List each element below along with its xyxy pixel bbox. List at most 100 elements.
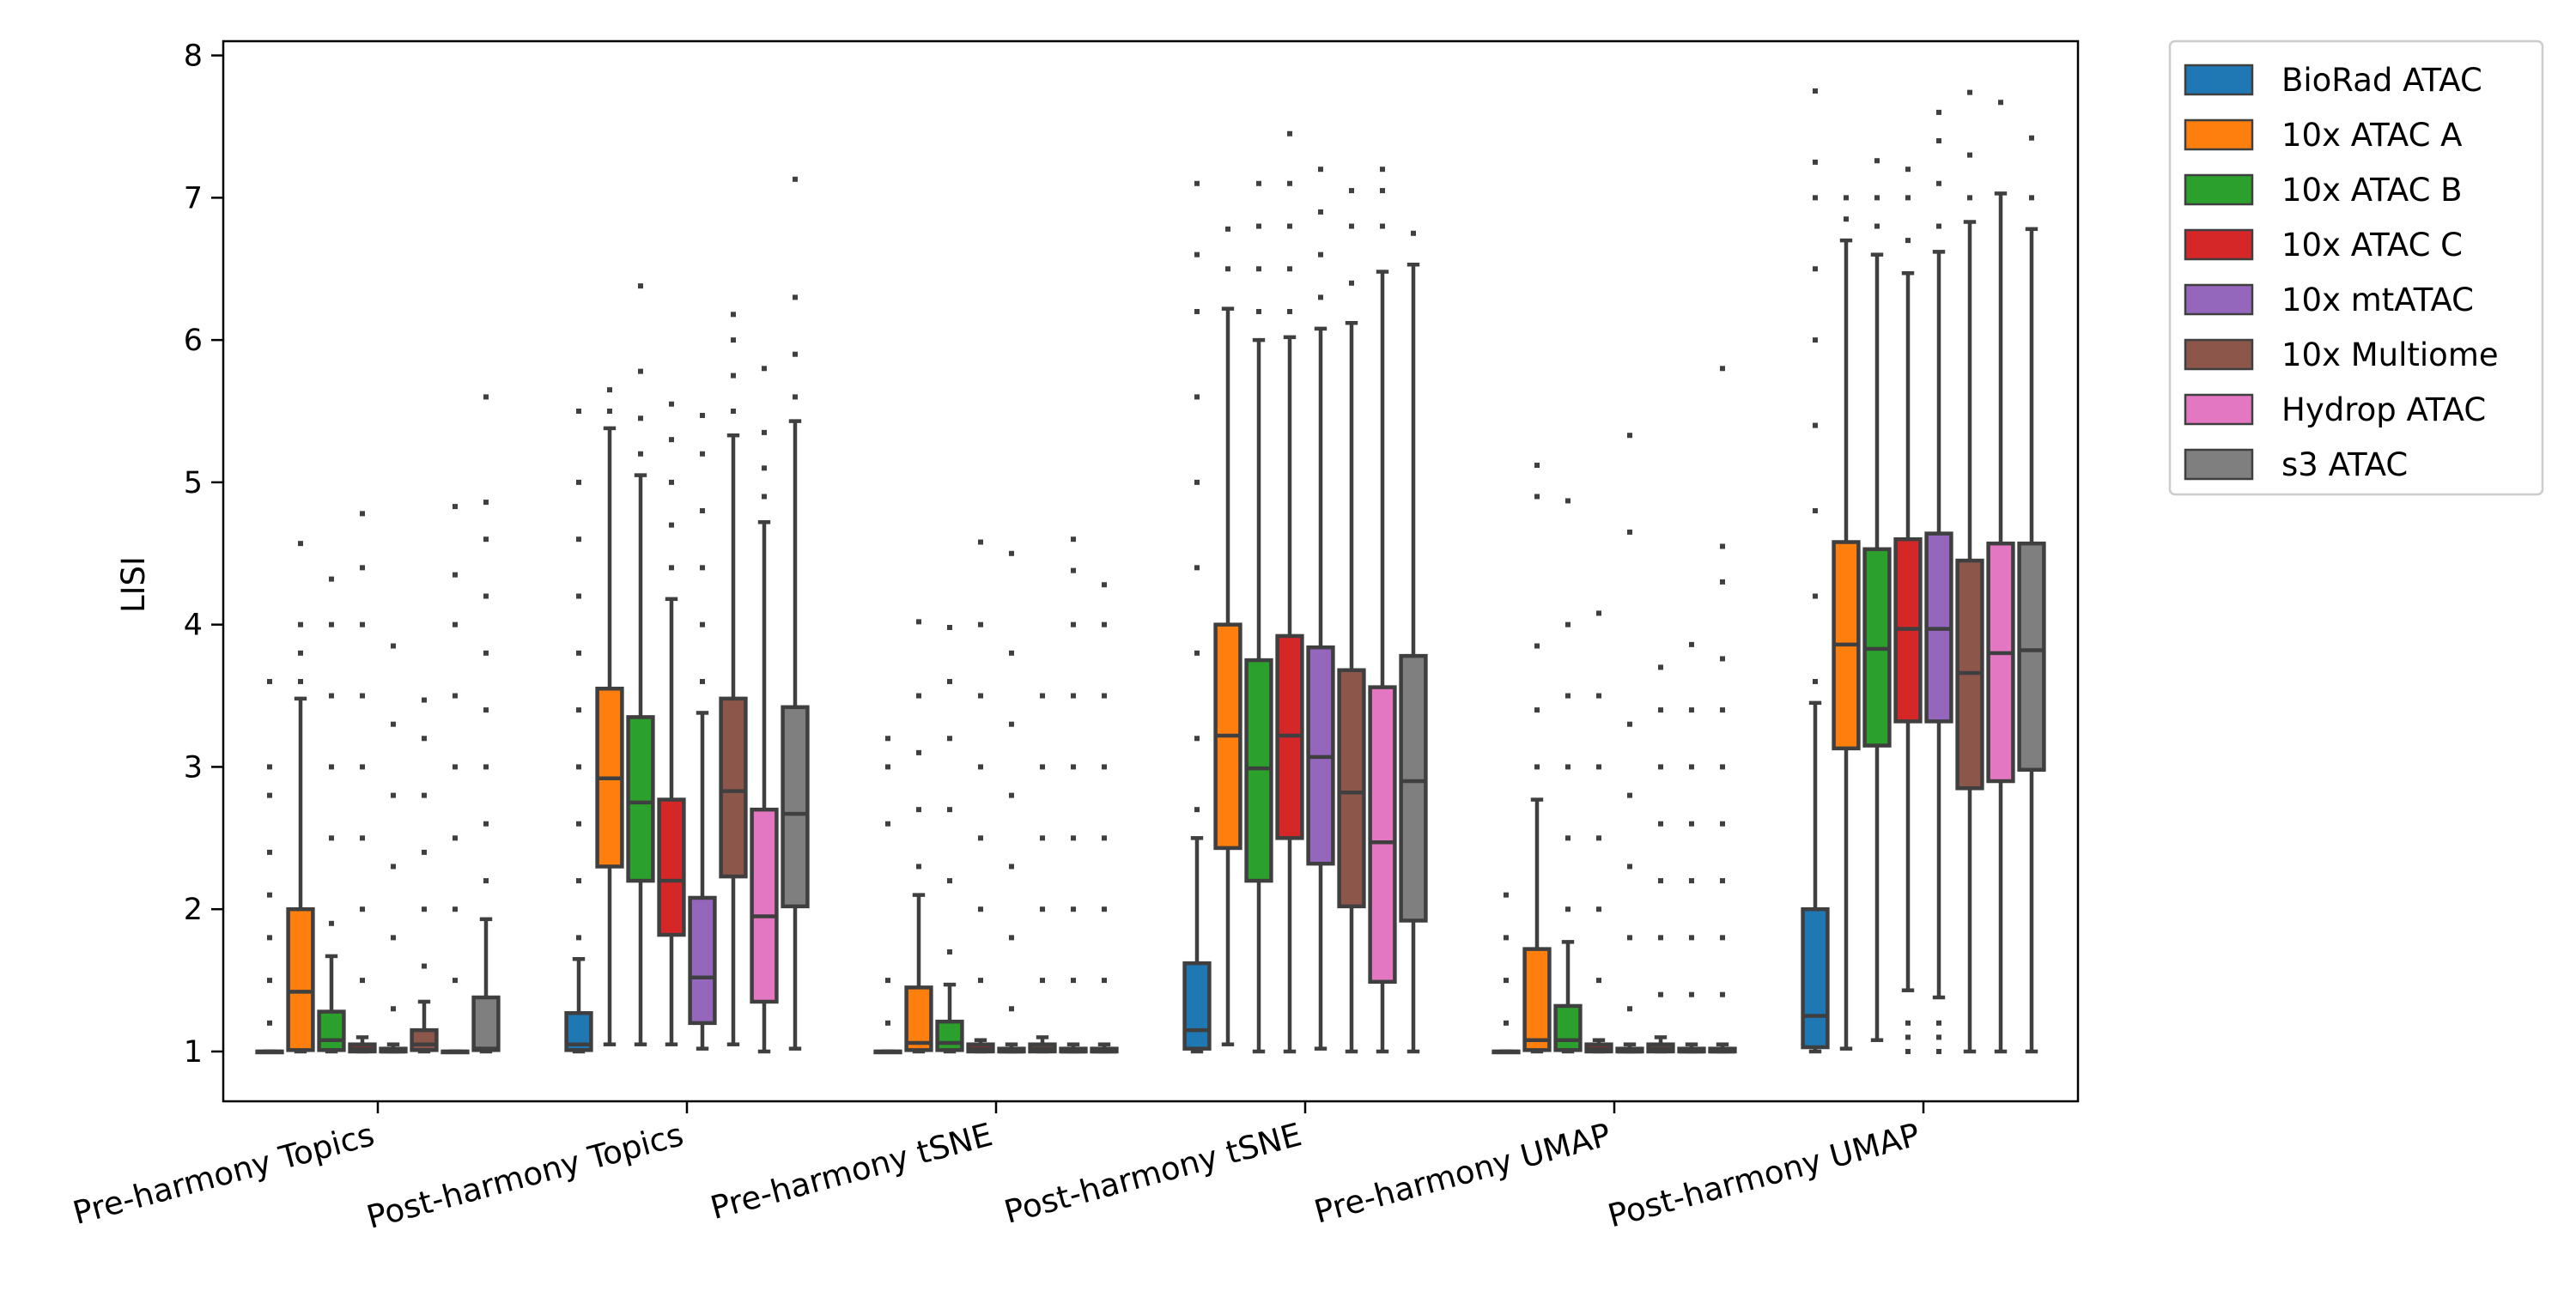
outlier-point [947,736,952,742]
outlier-point [1256,266,1261,272]
outlier-point [1565,693,1571,699]
outlier-point [2029,195,2034,201]
outlier-point [267,849,272,855]
outlier-point [1071,693,1076,699]
outlier-point [700,412,705,418]
legend-label: 10x ATAC C [2281,227,2463,264]
outlier-point [916,619,921,625]
box-group [348,511,377,1054]
x-tick-label: Pre-harmony Topics [70,1116,379,1232]
outlier-point [422,963,427,969]
outlier-point [1194,565,1200,571]
outlier-point [1071,835,1076,841]
box-group [1275,130,1304,1054]
outlier-point [422,697,427,703]
box [626,715,655,883]
outlier-point [576,650,581,656]
box-group [1368,167,1397,1054]
outlier-point [1565,906,1571,912]
outlier-point [1936,138,1941,144]
outlier-point [422,849,427,855]
outlier-point [483,536,489,542]
outlier-point [453,978,458,984]
outlier-point [638,415,643,421]
box-group [595,387,624,1046]
outlier-point [978,621,983,627]
legend: BioRad ATAC 10x ATAC A 10x ATAC B 10x ATAC … [2168,39,2544,496]
outlier-point [1287,223,1292,229]
outlier-point [916,807,921,813]
outlier-point [1009,1006,1014,1012]
outlier-point [391,1006,396,1012]
outlier-point [1720,543,1725,549]
outlier-point [1040,693,1045,699]
box-group [626,283,655,1046]
box-group [564,409,593,1054]
outlier-point [1720,366,1725,372]
outlier-point [576,878,581,884]
outlier-point [1071,567,1076,573]
legend-label: 10x ATAC B [2281,172,2463,209]
outlier-point [576,409,581,415]
box-group [1615,433,1644,1054]
outlier-point [1194,252,1200,258]
outlier-point [1040,906,1045,912]
outlier-point [1102,693,1107,699]
outlier-point [1905,167,1911,173]
outlier-point [978,906,983,912]
box [781,705,810,909]
outlier-point [1040,978,1045,984]
box-group [255,678,284,1055]
outlier-point [1256,223,1261,229]
outlier-point [1411,230,1416,236]
outlier-point [1287,130,1292,136]
outlier-point [1225,226,1230,232]
box [1553,1003,1583,1052]
outlier-point [669,522,674,528]
outlier-point [700,451,705,457]
box-group [1213,226,1242,1046]
outlier-point [1844,195,1849,201]
outlier-point [1627,935,1632,941]
outlier-point [483,500,489,506]
outlier-point [1225,266,1230,272]
legend-swatch [2184,338,2254,371]
legend-swatch [2184,448,2254,481]
box-group [1553,498,1583,1054]
outlier-point [483,650,489,656]
outlier-point [1256,308,1261,314]
outlier-point [576,821,581,827]
legend-swatch [2184,64,2254,96]
box [317,1009,346,1052]
outlier-point [1380,223,1385,229]
box [1986,541,2015,784]
outlier-point [1071,764,1076,770]
outlier-point [360,764,365,770]
box-group [1492,892,1521,1055]
outlier-point [1720,878,1725,884]
y-tick-label: 8 [184,39,203,74]
outlier-point [298,650,303,656]
box-group [1244,180,1273,1054]
outlier-point [1565,764,1571,770]
outlier-point [360,835,365,841]
outlier-point [1102,582,1107,588]
outlier-point [1318,294,1323,300]
outlier-point [1905,238,1911,244]
outlier-point [669,565,674,571]
outlier-point [1967,195,1972,201]
outlier-point [1102,978,1107,984]
outlier-point [1689,707,1694,713]
box-group [873,736,902,1055]
outlier-point [1813,337,1818,343]
legend-item: Hydrop ATAC [2184,391,2486,428]
outlier-point [1349,280,1354,286]
outlier-point [1936,109,1941,115]
box-group [1924,109,1953,1054]
outlier-point [453,906,458,912]
box-group [750,366,779,1054]
outlier-point [1102,835,1107,841]
box [410,1027,439,1052]
outlier-point [885,1020,890,1026]
